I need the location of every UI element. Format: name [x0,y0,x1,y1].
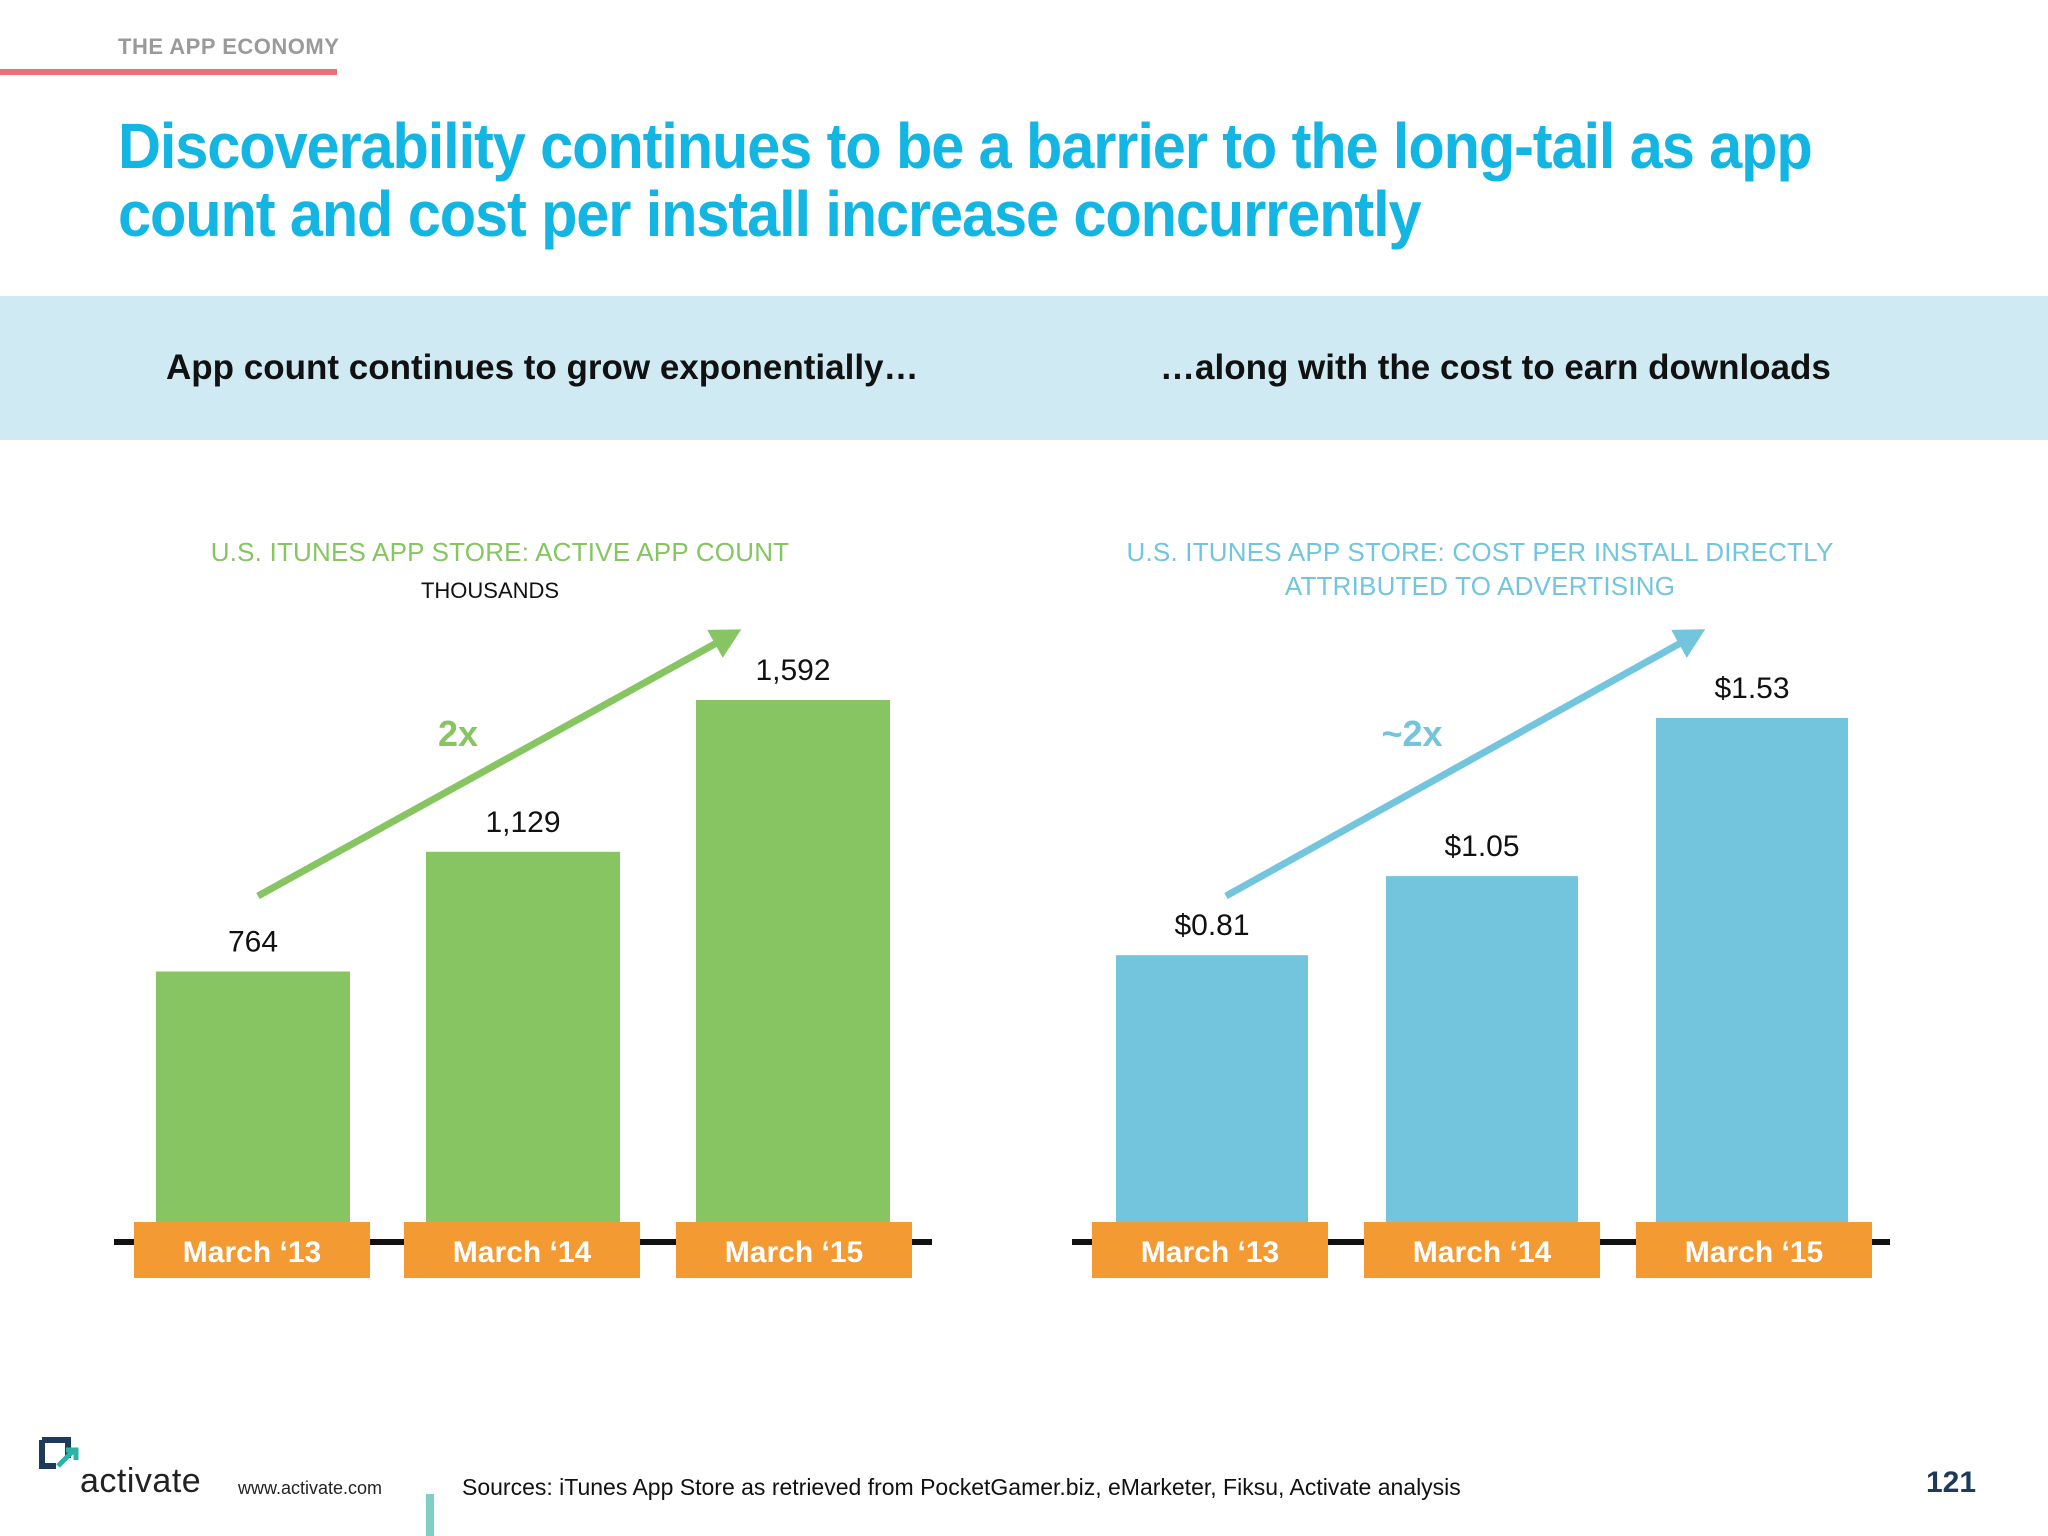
chart-1-bar [426,851,620,1222]
footer-url[interactable]: www.activate.com [238,1478,383,1498]
subheading-right: …along with the cost to earn downloads [1160,348,1831,387]
chart-1-data-label: 1,129 [485,806,560,839]
chart-2-bar [1656,718,1848,1222]
chart-1-trend-arrowhead [707,629,742,658]
chart-2-data-label: $1.05 [1444,830,1519,863]
chart-2-trend-arrow [1224,636,1691,900]
chart-2-bar [1386,876,1578,1222]
chart-2-category-tag [1364,1222,1600,1278]
chart-1-bar [696,700,890,1222]
activate-logo-icon [39,1437,79,1469]
chart-1-category-tag [404,1222,640,1278]
footer-accent-bar [426,1494,434,1536]
chart-2-bar [1116,955,1308,1222]
subheading-band [0,296,2048,440]
chart-1-growth-annotation: 2x [438,713,478,754]
chart-2-title-line-2: ATTRIBUTED TO ADVERTISING [1284,571,1676,601]
chart-2-category-label: March ‘15 [1685,1236,1823,1269]
chart-1-data-label: 1,592 [755,654,830,687]
chart-1-bar [156,971,350,1222]
chart-1-title: U.S. ITUNES APP STORE: ACTIVE APP COUNT [210,537,790,567]
chart-2-title: U.S. ITUNES APP STORE: COST PER INSTALL … [1120,535,1840,603]
chart-1-category-label: March ‘15 [725,1236,863,1269]
chart-2-data-label: $0.81 [1174,909,1249,942]
section-label: THE APP ECONOMY [118,34,340,59]
chart-2-data-label: $1.53 [1714,672,1789,705]
chart-1-category-label: March ‘13 [183,1236,321,1269]
chart-2-category-label: March ‘14 [1413,1236,1552,1269]
chart-1-subtitle: THOUSANDS [420,578,560,603]
footer-brand: activate [80,1462,202,1500]
chart-2-category-tag [1636,1222,1872,1278]
section-rule [0,69,337,75]
chart-1-category-label: March ‘14 [453,1236,592,1269]
chart-2-growth-annotation: ~2x [1381,713,1442,754]
page-title: Discoverability continues to be a barrie… [118,112,1829,248]
chart-2-trend-arrowhead [1671,629,1706,658]
page-number: 121 [1926,1466,1977,1499]
chart-1-trend-arrow [256,636,727,900]
chart-1-category-tag [676,1222,912,1278]
chart-1-data-label: 764 [228,925,278,958]
chart-2-title-line-1: U.S. ITUNES APP STORE: COST PER INSTALL … [1126,537,1834,567]
subheading-left: App count continues to grow exponentiall… [166,348,919,387]
chart-2-category-tag [1092,1222,1328,1278]
chart-1-category-tag [134,1222,370,1278]
page-title-line-1: Discoverability continues to be a barrie… [118,110,1813,182]
chart-2-category-label: March ‘13 [1141,1236,1279,1269]
footer-sources: Sources: iTunes App Store as retrieved f… [462,1474,1461,1500]
page-title-line-2: count and cost per install increase conc… [118,178,1422,250]
